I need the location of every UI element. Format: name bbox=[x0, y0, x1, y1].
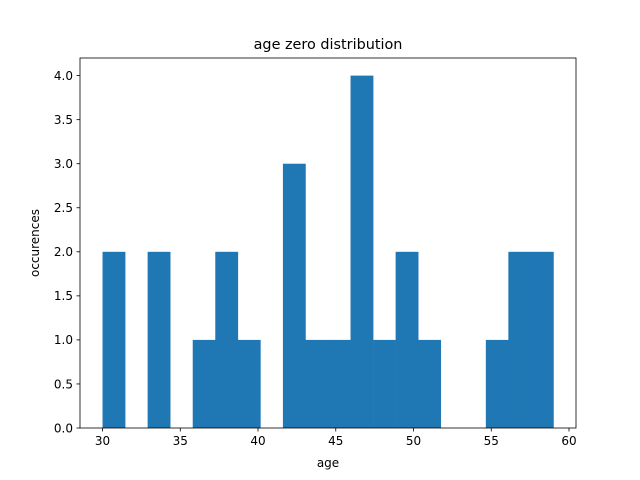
histogram-bar bbox=[192, 339, 216, 428]
histogram-bar bbox=[305, 339, 329, 428]
histogram-bar bbox=[350, 75, 374, 428]
histogram-bar bbox=[530, 251, 554, 428]
bars-group bbox=[102, 75, 554, 428]
y-tick-label: 4.0 bbox=[54, 69, 73, 83]
y-axis-label: occurences bbox=[28, 209, 42, 277]
x-axis: 30 35 40 45 50 55 60 bbox=[95, 428, 577, 448]
y-tick-label: 1.0 bbox=[54, 333, 73, 347]
histogram-bar bbox=[418, 339, 442, 428]
x-axis-label: age bbox=[317, 456, 339, 470]
x-tick-label: 40 bbox=[250, 434, 265, 448]
y-tick-label: 1.5 bbox=[54, 289, 73, 303]
y-tick-label: 2.0 bbox=[54, 245, 73, 259]
y-tick-label: 2.5 bbox=[54, 201, 73, 215]
x-tick-label: 55 bbox=[484, 434, 499, 448]
y-tick-label: 0.5 bbox=[54, 377, 73, 391]
y-tick-label: 3.5 bbox=[54, 113, 73, 127]
x-tick-label: 60 bbox=[561, 434, 576, 448]
chart-title: age zero distribution bbox=[254, 37, 403, 53]
y-tick-label: 3.0 bbox=[54, 157, 73, 171]
x-tick-label: 30 bbox=[95, 434, 110, 448]
x-tick-label: 45 bbox=[328, 434, 343, 448]
x-tick-label: 50 bbox=[406, 434, 421, 448]
histogram-bar bbox=[102, 251, 126, 428]
histogram-bar bbox=[328, 339, 351, 428]
histogram-bar bbox=[147, 251, 171, 428]
y-axis: 0.0 0.5 1.0 1.5 2.0 2.5 3.0 3.5 4.0 bbox=[54, 69, 80, 435]
x-tick-label: 35 bbox=[173, 434, 188, 448]
histogram-bar bbox=[373, 339, 396, 428]
histogram-bar bbox=[215, 251, 239, 428]
histogram-bar bbox=[237, 339, 261, 428]
histogram-bar bbox=[282, 163, 306, 428]
histogram-bar bbox=[485, 339, 509, 428]
histogram-bar bbox=[395, 251, 419, 428]
y-tick-label: 0.0 bbox=[54, 421, 73, 435]
histogram-bar bbox=[508, 251, 532, 428]
plot-frame bbox=[79, 57, 577, 429]
